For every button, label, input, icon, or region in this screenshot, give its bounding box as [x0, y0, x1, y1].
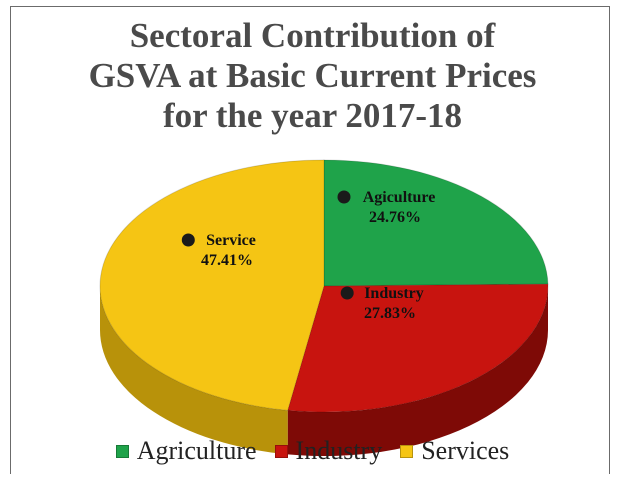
pie-slice-services: [99, 159, 325, 411]
pie-value-agriculture: 24.76%: [369, 209, 421, 226]
chart-title: Sectoral Contribution of GSVA at Basic C…: [0, 16, 625, 136]
pie-labels: Agiculture 24.76% Industry 27.83% Service 47.…: [181, 189, 436, 322]
chart-frame: [10, 6, 610, 474]
pie-label-industry: Industry: [364, 285, 424, 302]
chart-title-line-2: GSVA at Basic Current Prices: [88, 56, 537, 95]
pie-label-dot-services: [181, 233, 195, 247]
legend-label-agriculture: Agriculture: [136, 436, 257, 465]
legend: Agriculture Industry Services: [0, 436, 625, 466]
pie-label-dot-industry: [340, 286, 354, 300]
legend-swatch-industry: [274, 444, 288, 458]
legend-swatch-agriculture: [115, 444, 129, 458]
pie-label-dot-agriculture: [337, 190, 351, 204]
chart-title-line-3: for the year 2017-18: [162, 96, 463, 135]
legend-item-industry: Industry: [274, 436, 383, 466]
pie-slice-industry: [287, 283, 549, 413]
legend-swatch-services: [400, 444, 414, 458]
pie-value-industry: 27.83%: [364, 305, 416, 322]
pie-label-services: Service: [206, 232, 256, 249]
pie-slice-agriculture: [323, 159, 549, 287]
legend-label-services: Services: [421, 436, 510, 465]
legend-label-industry: Industry: [295, 436, 383, 465]
chart-title-line-1: Sectoral Contribution of: [129, 16, 496, 55]
pie-side-industry: [287, 286, 548, 456]
pie-sides: [100, 286, 548, 456]
pie-label-agriculture: Agiculture: [363, 189, 436, 206]
pie-slices: [99, 159, 549, 413]
pie-side-services: [100, 286, 288, 455]
pie-value-services: 47.41%: [201, 252, 253, 269]
legend-item-services: Services: [400, 436, 509, 466]
legend-item-agriculture: Agriculture: [115, 436, 257, 466]
